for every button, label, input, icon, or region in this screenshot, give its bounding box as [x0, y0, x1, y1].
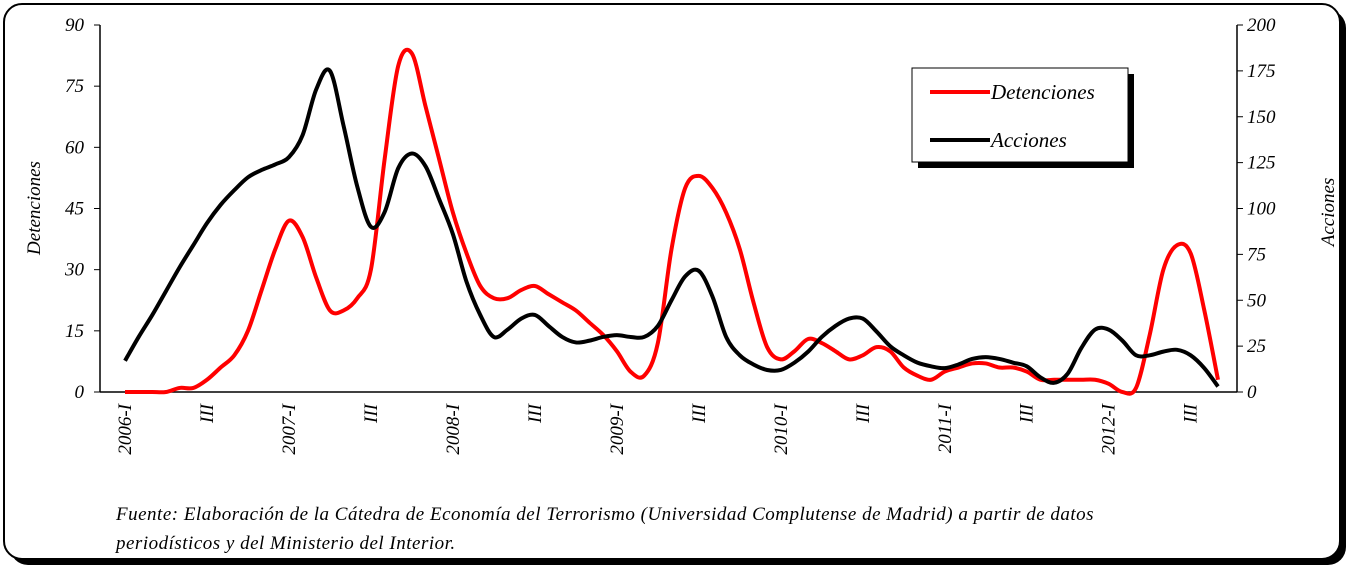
y-tick-label: 60 [65, 137, 85, 158]
y-tick-label: 0 [75, 382, 85, 403]
x-tick-label: 2006-I [115, 402, 136, 454]
y2-tick-label: 50 [1247, 290, 1267, 311]
legend-label: Acciones [989, 128, 1067, 152]
y2-tick-label: 200 [1247, 15, 1276, 36]
x-tick-label: III [361, 402, 382, 424]
x-tick-label: III [197, 402, 218, 424]
x-tick-label: III [853, 402, 874, 424]
x-tick-label: 2010-I [771, 402, 792, 454]
y-tick-label: 90 [65, 15, 85, 36]
x-tick-label: 2012-I [1099, 402, 1120, 454]
footnote: Fuente: Elaboración de la Cátedra de Eco… [116, 504, 1095, 554]
x-tick-label: 2008-I [443, 402, 464, 454]
y2-tick-label: 0 [1247, 382, 1257, 403]
x-tick-label: III [689, 402, 710, 424]
series-line [125, 47, 1220, 396]
x-tick-label: 2011-I [935, 402, 956, 453]
x-tick-label: 2007-I [279, 402, 300, 454]
y2-tick-label: 125 [1247, 153, 1276, 174]
y-tick-label: 45 [65, 199, 84, 220]
y-tick-label: 30 [64, 260, 85, 281]
legend [911, 67, 1129, 163]
frame [3, 3, 1341, 560]
y-tick-label: 75 [65, 76, 84, 97]
x-tick-label: III [1017, 402, 1038, 424]
y2-tick-label: 100 [1247, 199, 1276, 220]
x-tick-label: III [1181, 402, 1202, 424]
y2-axis-label: Acciones [1318, 178, 1339, 249]
y2-tick-label: 75 [1247, 244, 1266, 265]
y2-tick-label: 150 [1247, 107, 1276, 128]
y2-tick-label: 25 [1247, 336, 1266, 357]
y-tick-label: 15 [65, 321, 84, 342]
y-axis-label: Detenciones [24, 161, 45, 256]
y2-tick-label: 175 [1247, 61, 1276, 82]
x-tick-label: 2009-I [607, 402, 628, 454]
series-line [123, 67, 1220, 388]
legend-label: Detenciones [990, 80, 1095, 104]
x-tick-label: III [525, 402, 546, 424]
